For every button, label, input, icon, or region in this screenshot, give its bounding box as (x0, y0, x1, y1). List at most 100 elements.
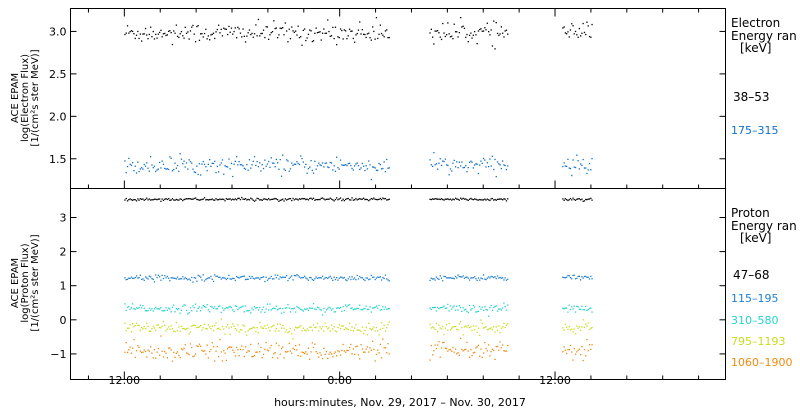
proton-point (438, 308, 440, 310)
proton-point (490, 304, 492, 307)
electron-point (128, 157, 130, 159)
proton-point (198, 199, 201, 201)
proton-point (482, 327, 485, 329)
proton-point (460, 321, 462, 323)
proton-point (165, 352, 167, 354)
electron-point (314, 32, 316, 34)
proton-point (262, 327, 265, 329)
electron-point (359, 21, 361, 23)
proton-point (289, 311, 292, 313)
proton-point (337, 279, 339, 281)
electron-point (339, 28, 342, 30)
electron-point (198, 39, 201, 41)
proton-point (470, 277, 472, 279)
proton-point (462, 307, 464, 309)
proton-point (209, 326, 211, 328)
proton-point (133, 198, 135, 201)
electron-point (378, 33, 380, 35)
proton-point (178, 326, 180, 328)
proton-point (369, 199, 371, 201)
proton-point (203, 350, 206, 352)
proton-point (387, 343, 389, 345)
proton-point (307, 279, 310, 281)
proton-point (176, 351, 179, 353)
proton-point (495, 346, 497, 348)
proton-point (482, 274, 485, 276)
proton-point (266, 199, 269, 201)
electron-point (168, 30, 170, 32)
proton-point (141, 326, 143, 329)
proton-point (319, 352, 321, 354)
proton-point (250, 277, 252, 279)
electron-point (503, 164, 505, 166)
electron-point (305, 39, 307, 42)
electron-point (148, 170, 150, 172)
electron-point (578, 27, 580, 30)
proton-point (496, 329, 499, 331)
proton-point (228, 198, 230, 200)
electron-point (562, 27, 564, 29)
electron-point (277, 37, 279, 39)
proton-point (187, 327, 189, 329)
proton-point (465, 198, 467, 200)
proton-point (191, 276, 193, 279)
electron-point (587, 169, 589, 171)
proton-point (176, 308, 179, 311)
proton-point (485, 347, 487, 350)
electron-point (482, 30, 485, 32)
proton-point (296, 327, 298, 329)
proton-point (375, 326, 378, 329)
proton-point (465, 348, 467, 351)
electron-point (306, 172, 308, 174)
proton-point (150, 346, 152, 348)
proton-point (372, 307, 374, 309)
proton-point (446, 277, 448, 279)
proton-point (583, 348, 586, 351)
electron-point (197, 173, 199, 176)
proton-point (134, 356, 136, 359)
electron-point (379, 24, 381, 26)
proton-point (301, 330, 303, 332)
proton-point (562, 307, 564, 309)
proton-point (446, 198, 448, 200)
proton-point (387, 279, 389, 281)
proton-point (477, 199, 480, 201)
electron-point (220, 162, 222, 164)
proton-point (567, 199, 569, 202)
proton-point (138, 346, 140, 348)
proton-point (448, 310, 450, 312)
proton-point (477, 344, 480, 346)
electron-point (225, 166, 227, 168)
proton-point (297, 354, 299, 357)
electron-point (160, 167, 162, 169)
proton-point (573, 328, 575, 330)
proton-point (467, 350, 469, 352)
proton-point (446, 307, 448, 309)
proton-point (242, 305, 244, 307)
proton-point (383, 324, 385, 326)
proton-point (183, 198, 185, 201)
electron-point (496, 161, 499, 163)
electron-point (302, 29, 304, 31)
proton-point (443, 199, 445, 201)
proton-point (300, 277, 302, 279)
proton-point (289, 276, 292, 278)
electron-point (323, 28, 325, 30)
proton-point (383, 277, 385, 280)
proton-point (583, 275, 586, 278)
proton-point (504, 326, 506, 329)
proton-point (374, 360, 376, 362)
proton-point (265, 341, 267, 344)
electron-point (320, 164, 322, 167)
proton-point (499, 198, 501, 200)
proton-point (201, 279, 203, 281)
proton-point (440, 328, 443, 330)
proton-point (232, 323, 234, 325)
proton-point (343, 200, 345, 202)
electron-point (200, 33, 202, 35)
proton-point (223, 328, 225, 330)
proton-point (444, 307, 446, 310)
electron-point (291, 26, 293, 28)
proton-point (499, 308, 501, 310)
proton-point (457, 274, 459, 276)
